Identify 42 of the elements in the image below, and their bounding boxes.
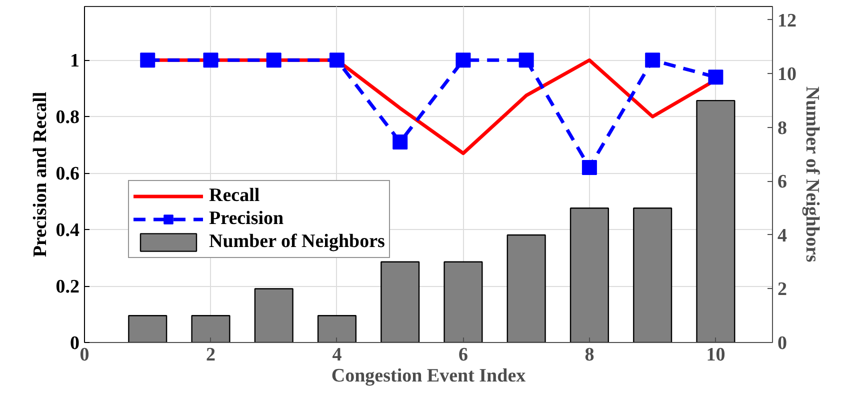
point (203, 52, 218, 68)
bar (444, 261, 483, 342)
bar (380, 261, 420, 342)
point (708, 70, 724, 85)
bar (191, 315, 230, 342)
point (266, 52, 282, 68)
y2-tick-label: 2 (778, 279, 787, 300)
x-tick-label: 8 (584, 344, 594, 366)
x-tick-label: 4 (332, 344, 342, 366)
y2-tick-label: 12 (778, 10, 796, 32)
bar (696, 100, 736, 342)
y-tick-label: 0.2 (56, 276, 80, 298)
bar (506, 234, 546, 342)
y-tick-label: 0.8 (56, 107, 80, 128)
bar (254, 288, 294, 342)
legend-label: Precision (209, 208, 284, 230)
legend-label: Recall (209, 185, 260, 207)
x-tick-label: 6 (458, 344, 468, 366)
x-tick-label: 10 (706, 344, 726, 366)
point (392, 134, 408, 150)
y2-tick-label: 8 (778, 118, 787, 139)
legend-label: Number of Neighbors (209, 231, 385, 253)
bar (317, 315, 357, 342)
bar (633, 208, 672, 342)
x-axis-title: Congestion Event Index (331, 366, 526, 386)
y-tick-label: 1 (70, 50, 80, 72)
y2-tick-label: 4 (778, 225, 788, 246)
point (140, 52, 156, 68)
y-tick-label: 0.4 (56, 220, 80, 242)
point (518, 52, 534, 68)
y-axis-title: Precision and Recall (30, 92, 51, 258)
x-tick-label: 2 (206, 344, 216, 366)
point (456, 52, 471, 68)
y-tick-label: 0.6 (56, 164, 80, 185)
point (329, 52, 344, 68)
y2-axis-title: Number of Neighbors (802, 86, 822, 262)
bar (570, 208, 609, 342)
point (645, 52, 660, 68)
bar (128, 315, 168, 342)
y2-tick-label: 6 (778, 172, 787, 193)
y2-tick-label: 10 (778, 64, 796, 86)
point (582, 160, 597, 175)
